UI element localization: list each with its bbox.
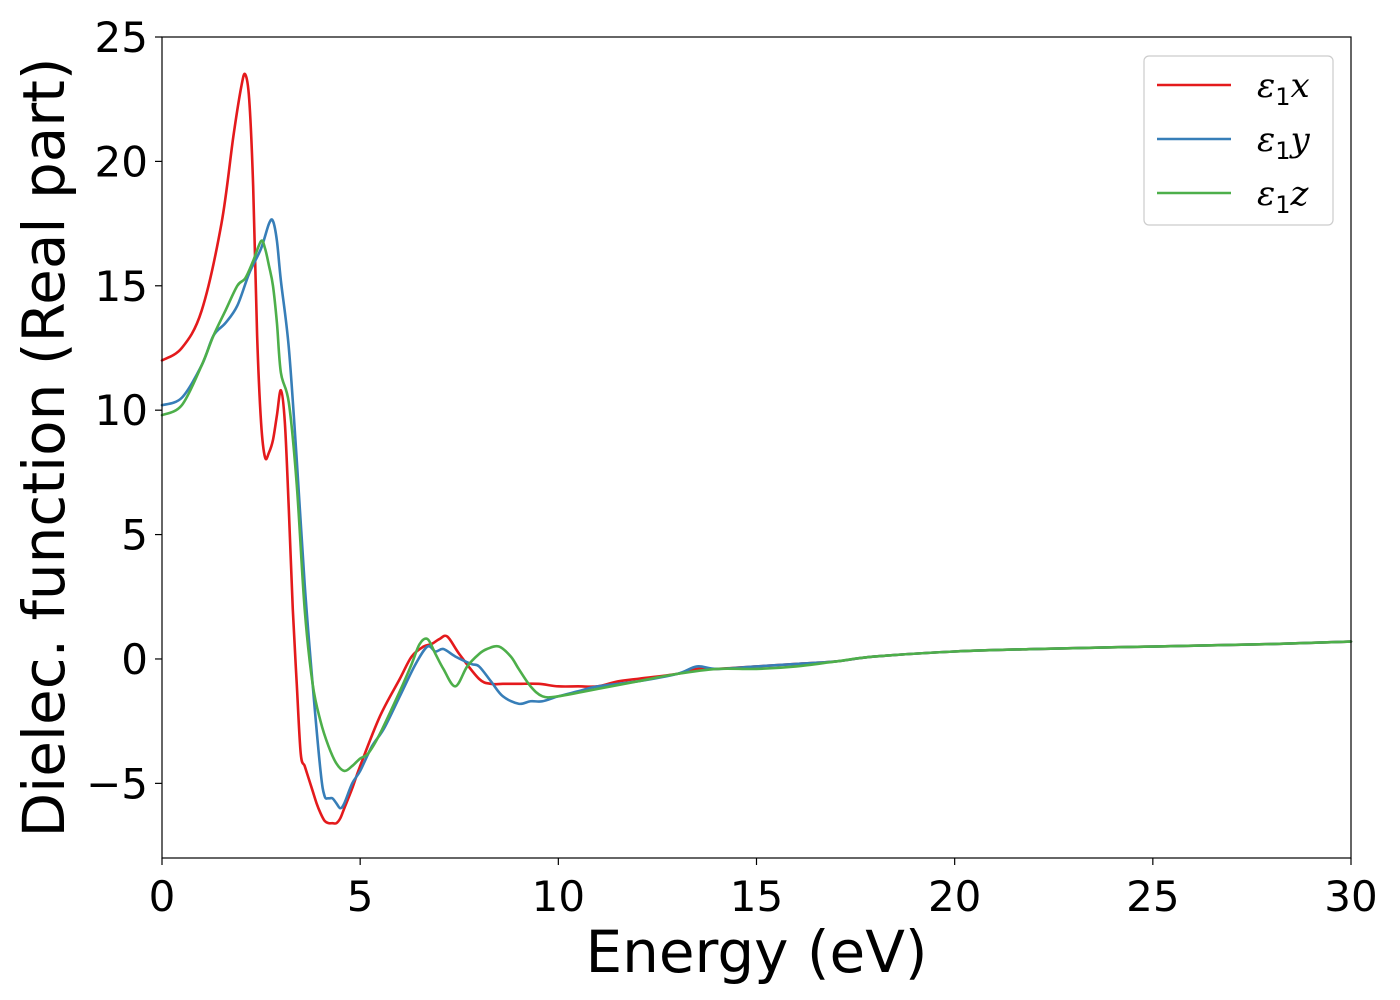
series-line-z [160, 239, 1353, 773]
x-axis-label: Energy (eV) [585, 918, 927, 986]
x-tick-label: 20 [928, 872, 981, 921]
x-tick-label: 30 [1324, 872, 1377, 921]
y-tick-label: 0 [121, 635, 148, 684]
y-tick-label: 15 [95, 262, 148, 311]
y-tick-label: −5 [86, 759, 148, 808]
legend-box [1143, 55, 1334, 226]
y-tick-label: 10 [95, 386, 148, 435]
x-tick-label: 5 [347, 872, 374, 921]
legend-label-z: ε1z [1257, 174, 1310, 219]
series-layer [160, 72, 1353, 825]
x-tick-label: 0 [149, 872, 176, 921]
x-axis: 0 5 10 15 20 25 30 [149, 858, 1378, 921]
series-line-x [160, 72, 1353, 825]
y-tick-label: 5 [121, 511, 148, 560]
legend-label-y: ε1y [1257, 120, 1311, 165]
y-tick-label: 25 [95, 13, 148, 62]
x-tick-label: 15 [730, 872, 783, 921]
legend: ε1x ε1y ε1z [1143, 55, 1334, 226]
legend-label-x: ε1x [1257, 66, 1310, 111]
x-tick-label: 10 [532, 872, 585, 921]
y-axis: −5 0 5 10 15 20 25 [86, 13, 162, 808]
y-tick-label: 20 [95, 137, 148, 186]
x-tick-label: 25 [1126, 872, 1179, 921]
y-axis-label: Dielec. function (Real part) [10, 57, 78, 837]
